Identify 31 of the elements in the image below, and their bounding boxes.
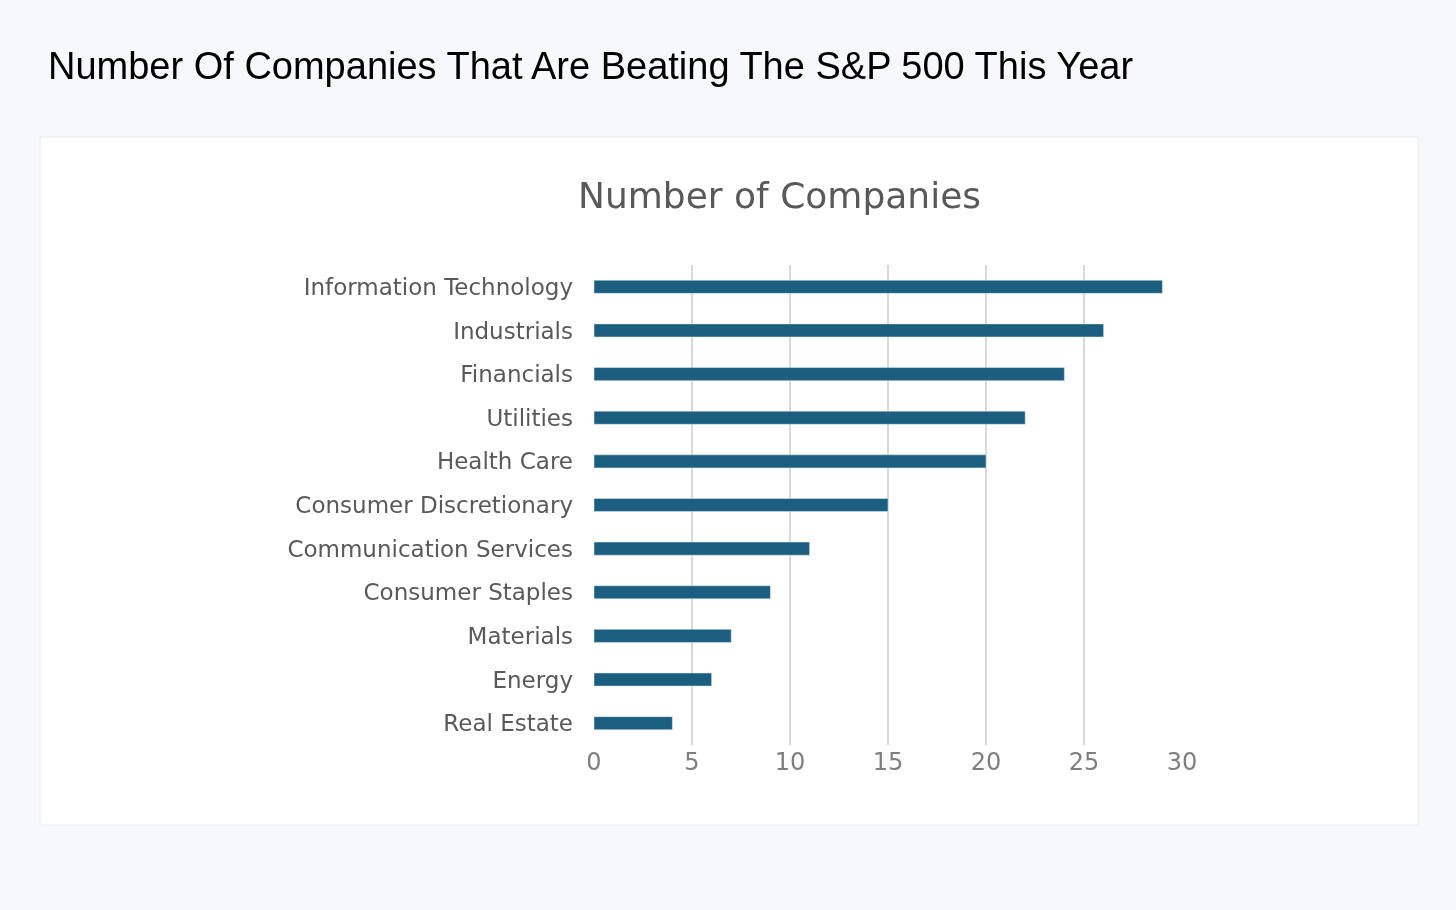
bar	[594, 323, 1104, 338]
bar	[594, 280, 1163, 294]
y-tick-label: Financials	[460, 361, 573, 388]
bar	[594, 367, 1065, 381]
y-tick-label: Information Technology	[303, 273, 573, 300]
x-tick-label: 25	[1068, 748, 1100, 776]
y-tick-label: Utilities	[486, 404, 573, 431]
bar	[594, 672, 712, 687]
y-tick-label: Health Care	[436, 448, 573, 475]
y-tick-label: Materials	[467, 622, 573, 649]
bar	[594, 716, 673, 730]
x-tick-label: 20	[970, 748, 1002, 776]
x-tick-label: 0	[586, 748, 602, 776]
x-tick-label: 15	[872, 748, 904, 776]
x-tick-label: 30	[1166, 748, 1198, 776]
bar	[594, 629, 732, 643]
y-tick-label: Consumer Staples	[363, 579, 573, 606]
y-tick-label: Real Estate	[443, 710, 573, 737]
bar	[594, 410, 1026, 425]
bar	[594, 454, 987, 469]
chart-title: Number Of Companies That Are Beating The S&P 500 This Year	[48, 45, 1134, 87]
bar	[594, 541, 810, 556]
x-tick-label: 5	[684, 748, 700, 776]
chart-subtitle: Number of Companies	[578, 175, 982, 216]
y-tick-label: Communication Services	[287, 535, 573, 562]
bar	[594, 585, 771, 600]
y-tick-label: Consumer Discretionary	[295, 492, 573, 519]
y-tick-label: Industrials	[453, 317, 573, 344]
y-tick-label: Energy	[492, 666, 573, 693]
bar	[594, 498, 889, 512]
x-tick-label: 10	[774, 748, 806, 776]
